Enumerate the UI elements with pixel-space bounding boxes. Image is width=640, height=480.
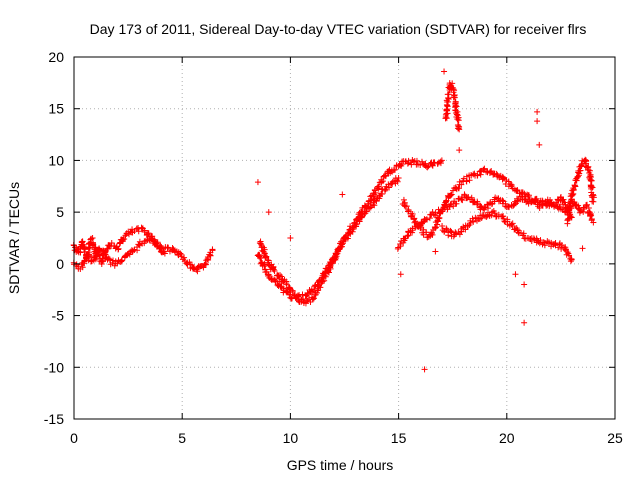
y-tick-labels: -15 -10 -5 0 5 10 15 20 <box>44 49 64 427</box>
y-tick-label: -10 <box>44 359 64 375</box>
series-sat-track-d <box>256 175 402 303</box>
plot-frame <box>73 56 616 420</box>
x-tick-labels: 0 5 10 15 20 25 <box>70 430 623 446</box>
x-axis-title: GPS time / hours <box>287 457 394 473</box>
y-tick-label: -15 <box>44 411 64 427</box>
data-points <box>70 68 597 373</box>
y-tick-label: 5 <box>56 204 64 220</box>
series-sat-track-a <box>70 224 216 275</box>
y-axis-title: SDTVAR / TECUs <box>6 182 22 294</box>
x-tick-label: 10 <box>283 430 299 446</box>
chart-title: Day 173 of 2011, Sidereal Day-to-day VTE… <box>90 21 587 37</box>
axis-ticks <box>73 56 616 420</box>
y-tick-label: 15 <box>48 101 64 117</box>
x-tick-label: 5 <box>178 430 186 446</box>
series-sat-track-e <box>394 191 597 252</box>
y-tick-label: 0 <box>56 256 64 272</box>
series-outliers <box>254 68 586 373</box>
series-sat-track-f <box>439 207 575 265</box>
series-sat-track-i <box>564 156 597 227</box>
x-tick-label: 0 <box>70 430 78 446</box>
y-tick-label: -5 <box>52 308 65 324</box>
y-tick-label: 10 <box>48 152 64 168</box>
x-tick-label: 25 <box>607 430 623 446</box>
y-tick-label: 20 <box>48 49 64 65</box>
series-sat-track-h <box>442 80 463 133</box>
x-tick-label: 20 <box>499 430 515 446</box>
series-sat-track-g <box>399 165 575 241</box>
x-tick-label: 15 <box>391 430 407 446</box>
